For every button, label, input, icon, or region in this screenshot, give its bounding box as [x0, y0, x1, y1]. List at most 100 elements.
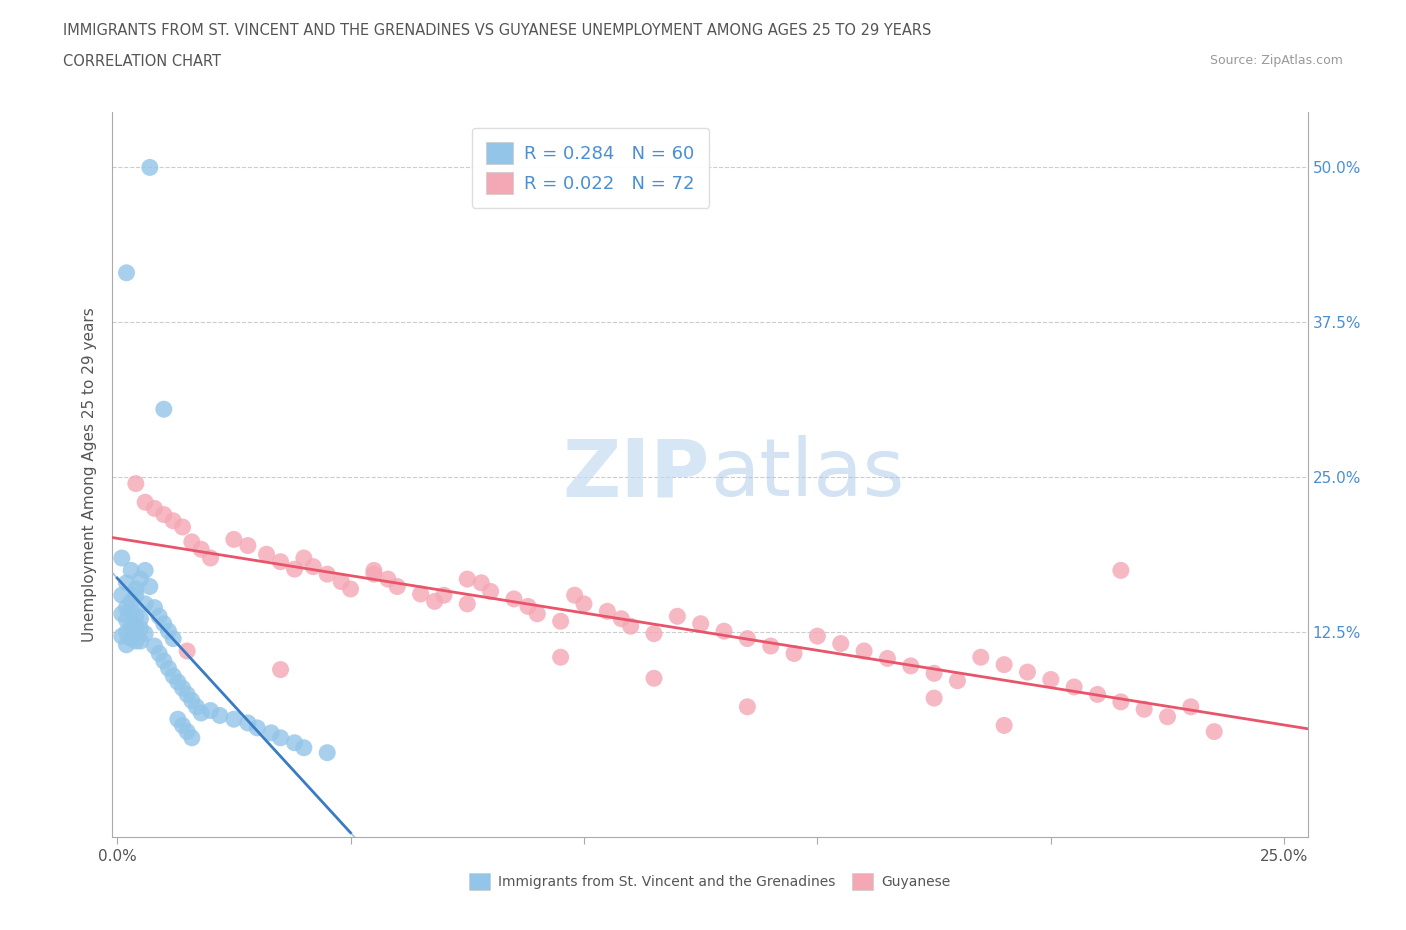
Point [115, 265, 138, 280]
Point [256, 547, 278, 562]
Point [689, 617, 711, 631]
Point [111, 588, 134, 603]
Point [456, 572, 478, 587]
Point [180, 693, 202, 708]
Point [134, 563, 156, 578]
Text: CORRELATION CHART: CORRELATION CHART [63, 54, 221, 69]
Point [236, 715, 259, 730]
Point [479, 584, 502, 599]
Point [186, 699, 208, 714]
Point [270, 730, 292, 745]
Point [876, 651, 898, 666]
Point [470, 576, 492, 591]
Point [666, 609, 689, 624]
Point [330, 574, 353, 589]
Point [713, 624, 735, 639]
Point [387, 579, 409, 594]
Point [120, 631, 142, 646]
Point [283, 562, 305, 577]
Point [190, 706, 212, 721]
Point [1204, 724, 1226, 739]
Point [176, 687, 198, 702]
Point [316, 745, 339, 760]
Point [111, 629, 134, 644]
Text: atlas: atlas [710, 435, 904, 513]
Point [172, 681, 194, 696]
Point [456, 596, 478, 611]
Point [236, 538, 259, 553]
Point [143, 501, 166, 516]
Point [363, 563, 385, 578]
Point [853, 644, 876, 658]
Point [120, 604, 142, 618]
Point [1039, 672, 1062, 687]
Point [208, 708, 231, 723]
Point [572, 596, 595, 611]
Point [166, 711, 188, 726]
Point [143, 639, 166, 654]
Point [363, 566, 385, 581]
Point [180, 535, 202, 550]
Point [806, 629, 828, 644]
Point [643, 671, 665, 685]
Point [111, 606, 134, 621]
Point [993, 658, 1015, 672]
Point [270, 554, 292, 569]
Point [1156, 710, 1178, 724]
Point [166, 674, 188, 689]
Point [172, 718, 194, 733]
Point [125, 581, 148, 596]
Point [148, 646, 170, 661]
Point [922, 666, 945, 681]
Point [610, 611, 633, 626]
Point [180, 730, 202, 745]
Point [339, 581, 361, 596]
Point [134, 495, 156, 510]
Point [153, 617, 176, 631]
Point [134, 626, 156, 641]
Point [200, 703, 222, 718]
Point [129, 572, 152, 587]
Point [1133, 702, 1156, 717]
Point [377, 572, 399, 587]
Point [1087, 687, 1109, 702]
Point [139, 579, 162, 594]
Point [153, 654, 176, 669]
Point [1109, 695, 1132, 710]
Point [125, 476, 148, 491]
Point [993, 718, 1015, 733]
Point [596, 604, 619, 618]
Point [129, 633, 152, 648]
Point [292, 740, 315, 755]
Point [176, 724, 198, 739]
Point [200, 551, 222, 565]
Point [550, 650, 572, 665]
Point [517, 599, 540, 614]
Point [125, 633, 148, 648]
Point [283, 736, 305, 751]
Point [316, 566, 339, 581]
Point [120, 563, 142, 578]
Point [564, 588, 586, 603]
Point [900, 658, 922, 673]
Point [115, 637, 138, 652]
Point [129, 621, 152, 636]
Text: Source: ZipAtlas.com: Source: ZipAtlas.com [1209, 54, 1343, 67]
Legend: Immigrants from St. Vincent and the Grenadines, Guyanese: Immigrants from St. Vincent and the Gren… [464, 868, 956, 896]
Point [830, 636, 852, 651]
Point [737, 631, 759, 646]
Point [162, 631, 184, 646]
Point [922, 691, 945, 706]
Point [759, 639, 782, 654]
Text: IMMIGRANTS FROM ST. VINCENT AND THE GRENADINES VS GUYANESE UNEMPLOYMENT AMONG AG: IMMIGRANTS FROM ST. VINCENT AND THE GREN… [63, 23, 932, 38]
Point [148, 609, 170, 624]
Point [162, 669, 184, 684]
Point [115, 625, 138, 640]
Point [143, 600, 166, 615]
Point [643, 626, 665, 641]
Point [292, 551, 315, 565]
Point [157, 661, 180, 676]
Point [1017, 665, 1039, 680]
Point [302, 559, 325, 574]
Point [115, 613, 138, 628]
